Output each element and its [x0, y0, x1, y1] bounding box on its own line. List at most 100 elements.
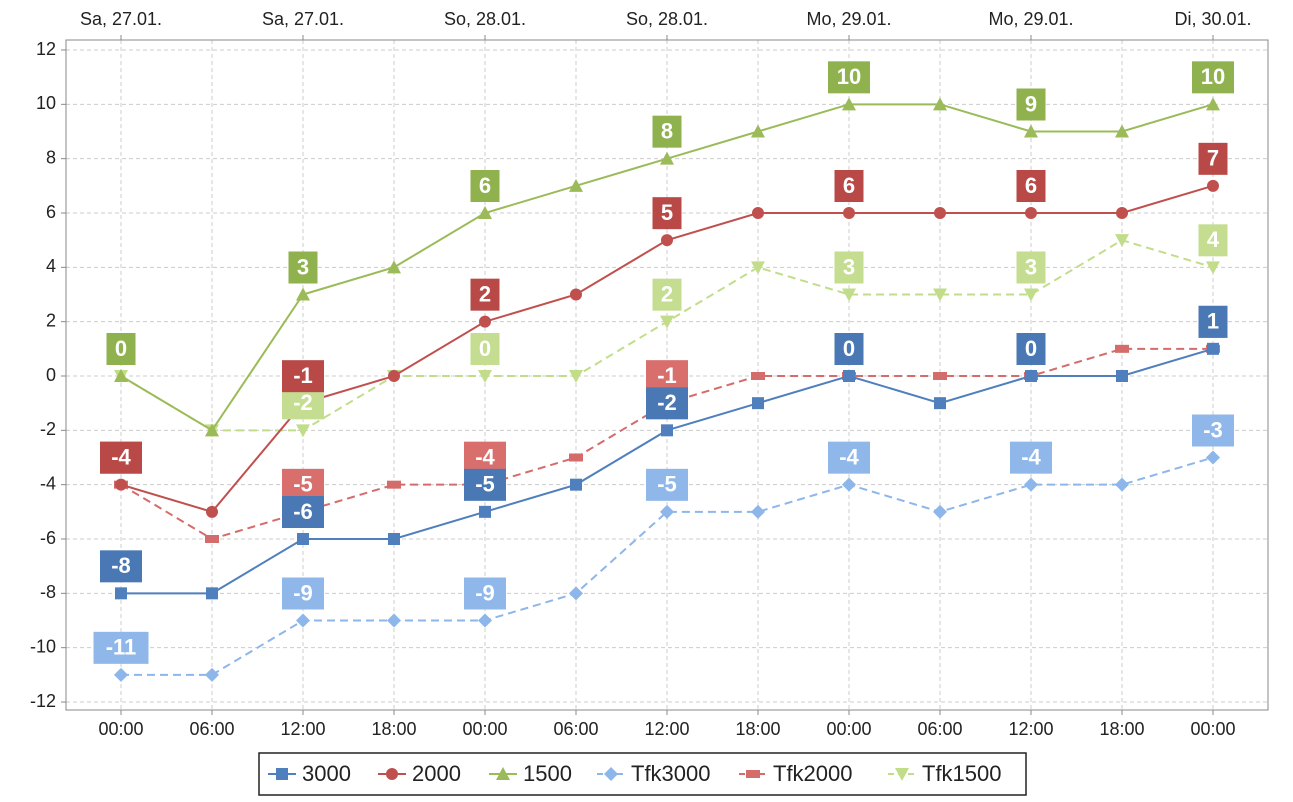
- x-tick-label: 06:00: [553, 719, 598, 739]
- data-label-box: [646, 468, 688, 501]
- data-label-box: [100, 441, 142, 474]
- y-tick-label: -6: [40, 528, 56, 548]
- data-label: 2: [661, 281, 673, 306]
- marker: [296, 613, 310, 628]
- data-label: 4: [1207, 227, 1220, 252]
- data-label: 1: [1207, 309, 1219, 334]
- data-label-box: [828, 61, 870, 94]
- data-label-box: [834, 251, 864, 284]
- data-label-box: [470, 170, 500, 202]
- marker: [387, 480, 401, 489]
- marker: [1024, 288, 1038, 302]
- data-label-box: [834, 333, 864, 365]
- data-label-box: [93, 631, 149, 664]
- data-label-box: [652, 197, 682, 230]
- marker: [206, 587, 218, 600]
- marker: [752, 397, 764, 410]
- marker: [752, 207, 764, 219]
- data-label: 9: [1025, 91, 1037, 116]
- data-label: 3: [297, 254, 309, 279]
- marker: [934, 397, 946, 410]
- y-tick-label: -8: [40, 582, 56, 602]
- x-tick-label: 00:00: [98, 719, 143, 739]
- data-label: -5: [475, 472, 495, 497]
- marker: [843, 207, 855, 219]
- y-tick-label: -4: [40, 473, 56, 493]
- data-label: 0: [843, 336, 855, 361]
- marker: [751, 124, 765, 138]
- x-tick-label: 18:00: [371, 719, 416, 739]
- marker: [1025, 370, 1037, 382]
- data-label: 10: [1201, 64, 1225, 89]
- data-label: -2: [657, 390, 677, 415]
- marker: [570, 288, 582, 301]
- data-label-box: [1192, 61, 1234, 94]
- y-tick-label: 4: [46, 256, 56, 276]
- data-label: -1: [657, 363, 677, 388]
- marker: [296, 424, 310, 438]
- data-label-box: [646, 360, 688, 393]
- marker: [205, 667, 219, 682]
- data-label: 0: [115, 336, 127, 361]
- marker: [661, 424, 673, 437]
- marker: [478, 370, 492, 383]
- marker: [842, 477, 856, 492]
- data-label-box: [1016, 170, 1046, 202]
- data-label: -4: [839, 444, 859, 469]
- marker: [751, 372, 765, 380]
- data-label-box: [828, 441, 870, 474]
- marker: [1207, 342, 1219, 355]
- marker: [479, 505, 491, 518]
- y-tick-label: 0: [46, 365, 56, 385]
- data-label-box: [282, 496, 324, 528]
- data-label: -5: [657, 472, 677, 497]
- marker: [387, 613, 401, 628]
- marker: [1116, 207, 1128, 219]
- marker: [1115, 124, 1129, 138]
- data-label-box: [1010, 441, 1052, 474]
- data-label: 6: [843, 173, 855, 198]
- marker: [1207, 179, 1219, 192]
- data-label-box: [464, 441, 506, 474]
- data-label: 6: [1025, 173, 1037, 198]
- x-tick-label: 06:00: [189, 719, 234, 739]
- legend-marker: [895, 768, 909, 781]
- data-label: 8: [661, 118, 673, 143]
- legend-marker: [604, 767, 618, 781]
- data-label: -4: [1021, 444, 1041, 469]
- x-tick-label: 00:00: [826, 719, 871, 739]
- data-label: -1: [293, 363, 313, 388]
- data-label-box: [288, 251, 318, 284]
- legend-marker: [276, 768, 288, 780]
- marker: [1116, 370, 1128, 382]
- marker: [1024, 477, 1038, 492]
- marker: [660, 315, 674, 329]
- legend-label: Tfk1500: [922, 761, 1002, 786]
- y-tick-label: 12: [36, 39, 56, 59]
- y-tick-label: -2: [40, 419, 56, 439]
- data-label: -9: [475, 580, 495, 605]
- x-tick-label: 00:00: [1190, 719, 1235, 739]
- data-label: -6: [293, 499, 313, 524]
- data-label: -11: [106, 635, 137, 660]
- data-label: 5: [661, 200, 673, 225]
- data-label-box: [282, 360, 324, 393]
- marker: [297, 533, 309, 545]
- marker: [933, 504, 947, 519]
- legend-label: 2000: [412, 761, 461, 786]
- x2-tick-label: Sa, 27.01.: [80, 9, 162, 29]
- data-label: -8: [111, 553, 131, 578]
- marker: [479, 315, 491, 328]
- data-label-box: [100, 550, 142, 583]
- marker: [933, 372, 947, 380]
- y-tick-label: 10: [36, 93, 56, 113]
- data-label-box: [646, 387, 688, 420]
- data-label: -2: [293, 390, 313, 415]
- data-label-box: [106, 333, 136, 365]
- x-tick-label: 06:00: [917, 719, 962, 739]
- data-label: -5: [293, 472, 313, 497]
- data-label: 6: [479, 173, 491, 198]
- marker: [115, 587, 127, 600]
